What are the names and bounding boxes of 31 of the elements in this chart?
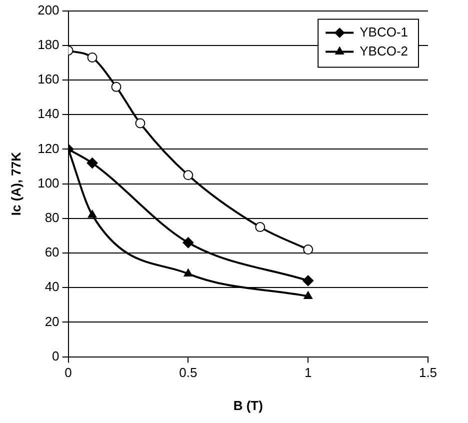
point: [111, 82, 122, 92]
y-tick-label: 60: [44, 244, 60, 260]
point: [182, 237, 194, 248]
point: [135, 118, 146, 128]
point: [304, 291, 312, 299]
y-tick-label: 160: [38, 72, 60, 87]
y-tick-label: 80: [44, 210, 60, 225]
x-tick-label: 1.5: [418, 365, 438, 380]
x-tick-label: 0: [64, 365, 72, 380]
y-tick-label: 180: [38, 36, 60, 52]
y-axis-title: Ic (A), 77K: [8, 151, 24, 216]
legend-label: YBCO-2: [360, 43, 408, 58]
point: [88, 210, 97, 218]
y-tick-label: 40: [44, 279, 60, 294]
legend-label: YBCO-1: [360, 24, 408, 40]
x-axis-title: B (T): [233, 398, 263, 413]
point: [302, 275, 314, 286]
point: [183, 170, 194, 180]
y-tick-label: 120: [38, 140, 60, 156]
point: [255, 222, 266, 232]
y-tick-label: 20: [44, 314, 60, 329]
y-tick-label: 140: [38, 106, 60, 122]
point: [303, 244, 314, 255]
y-tick-label: 0: [52, 348, 60, 364]
x-tick-label: 1: [304, 365, 312, 380]
point: [86, 158, 98, 169]
point: [184, 268, 193, 277]
point: [87, 52, 98, 63]
y-tick-label: 200: [38, 2, 60, 18]
x-tick-label: 0.5: [179, 365, 198, 380]
y-tick-label: 100: [38, 175, 60, 190]
